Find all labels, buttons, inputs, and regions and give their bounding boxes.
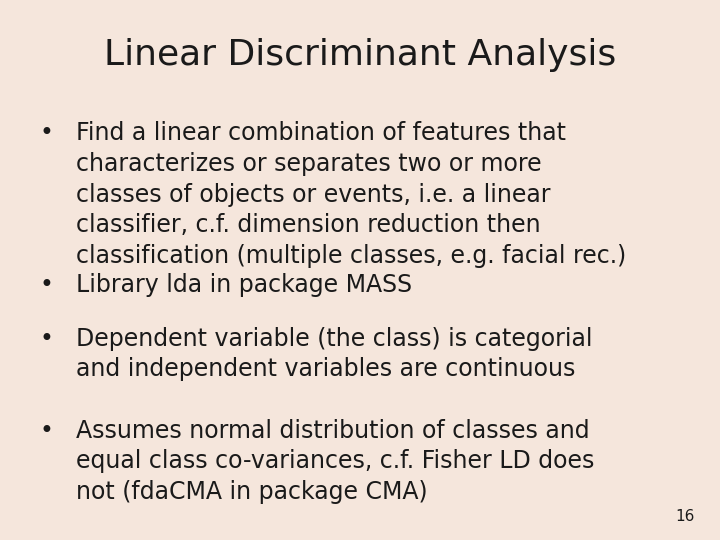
Text: Library lda in package MASS: Library lda in package MASS	[76, 273, 412, 296]
Text: Assumes normal distribution of classes and
equal class co-variances, c.f. Fisher: Assumes normal distribution of classes a…	[76, 418, 594, 504]
Text: Find a linear combination of features that
characterizes or separates two or mor: Find a linear combination of features th…	[76, 122, 626, 268]
Text: •: •	[40, 122, 53, 145]
Text: Linear Discriminant Analysis: Linear Discriminant Analysis	[104, 38, 616, 72]
Text: •: •	[40, 327, 53, 350]
Text: •: •	[40, 418, 53, 442]
Text: 16: 16	[675, 509, 695, 524]
Text: Dependent variable (the class) is categorial
and independent variables are conti: Dependent variable (the class) is catego…	[76, 327, 592, 381]
Text: •: •	[40, 273, 53, 296]
